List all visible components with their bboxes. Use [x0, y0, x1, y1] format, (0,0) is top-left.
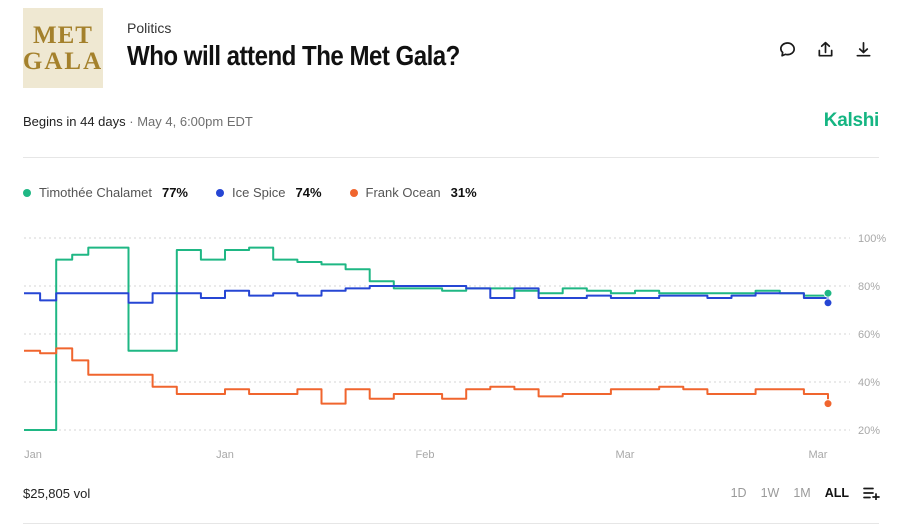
end-point-frank-ocean — [823, 399, 833, 409]
series-line-frank-ocean — [24, 347, 829, 405]
x-tick-label: Jan — [24, 449, 42, 461]
kalshi-logo[interactable]: Kalshi — [823, 110, 880, 131]
x-tick-label: Feb — [416, 449, 435, 461]
x-tick-label: Mar — [809, 449, 828, 461]
range-all[interactable]: ALL — [824, 486, 849, 500]
thumbnail-line-2: GALA — [22, 47, 104, 75]
x-tick-label: Jan — [216, 449, 234, 461]
download-icon — [855, 41, 871, 57]
legend-name-ice-spice: Ice Spice — [232, 185, 286, 200]
footer-divider — [23, 523, 879, 524]
series-line-ice-spice — [24, 285, 829, 304]
legend-dot-ice-spice — [216, 188, 224, 197]
comment-icon — [779, 41, 795, 57]
legend-pct-ice-spice: 74% — [295, 185, 322, 200]
begins-text: Begins in 44 days — [23, 114, 126, 129]
share-icon — [817, 41, 833, 57]
legend-item-ice-spice[interactable]: Ice Spice 74% — [216, 185, 322, 200]
series-line-timoth-e-chalamet — [24, 246, 829, 431]
range-selector: 1D 1W 1M ALL — [731, 486, 880, 500]
legend-name-frank-ocean: Frank Ocean — [365, 185, 441, 200]
header-divider — [23, 157, 879, 158]
chart-legend: Timothée Chalamet 77% Ice Spice 74% Fran… — [23, 185, 477, 200]
page-title: Who will attend The Met Gala? — [127, 40, 460, 71]
end-point-timoth-e-chalamet — [823, 288, 833, 298]
market-thumbnail: MET GALA — [23, 8, 103, 88]
volume-text: $25,805 vol — [23, 486, 91, 501]
legend-item-chalamet[interactable]: Timothée Chalamet 77% — [23, 185, 188, 200]
legend-dot-frank-ocean — [349, 188, 358, 197]
share-button[interactable] — [814, 38, 836, 60]
category-label[interactable]: Politics — [127, 20, 172, 36]
y-tick-label: 40% — [858, 377, 880, 389]
x-tick-label: Mar — [616, 449, 635, 461]
end-point-ice-spice — [823, 298, 833, 308]
event-date: May 4, 6:00pm EDT — [137, 114, 253, 129]
legend-pct-chalamet: 77% — [161, 185, 188, 200]
header-actions — [776, 38, 874, 60]
price-chart[interactable]: 100% 80% 60% 40% 20% Jan Jan Feb Mar Mar — [0, 220, 908, 470]
download-button[interactable] — [852, 38, 874, 60]
y-tick-label: 20% — [858, 425, 880, 437]
thumbnail-line-1: MET — [33, 21, 93, 49]
y-tick-label: 60% — [858, 329, 880, 341]
chart-options-button[interactable] — [863, 486, 880, 500]
y-tick-label: 80% — [858, 281, 880, 293]
y-tick-label: 100% — [858, 233, 886, 245]
comment-button[interactable] — [776, 38, 798, 60]
event-schedule: Begins in 44 days · May 4, 6:00pm EDT — [23, 114, 253, 129]
range-1m[interactable]: 1M — [793, 486, 811, 500]
range-1w[interactable]: 1W — [760, 486, 780, 500]
range-1d[interactable]: 1D — [730, 486, 747, 500]
legend-pct-frank-ocean: 31% — [450, 185, 477, 200]
legend-dot-chalamet — [23, 188, 31, 197]
legend-name-chalamet: Timothée Chalamet — [39, 185, 152, 200]
list-add-icon — [863, 487, 880, 500]
meta-separator: · — [129, 114, 134, 129]
legend-item-frank-ocean[interactable]: Frank Ocean 31% — [349, 185, 477, 200]
